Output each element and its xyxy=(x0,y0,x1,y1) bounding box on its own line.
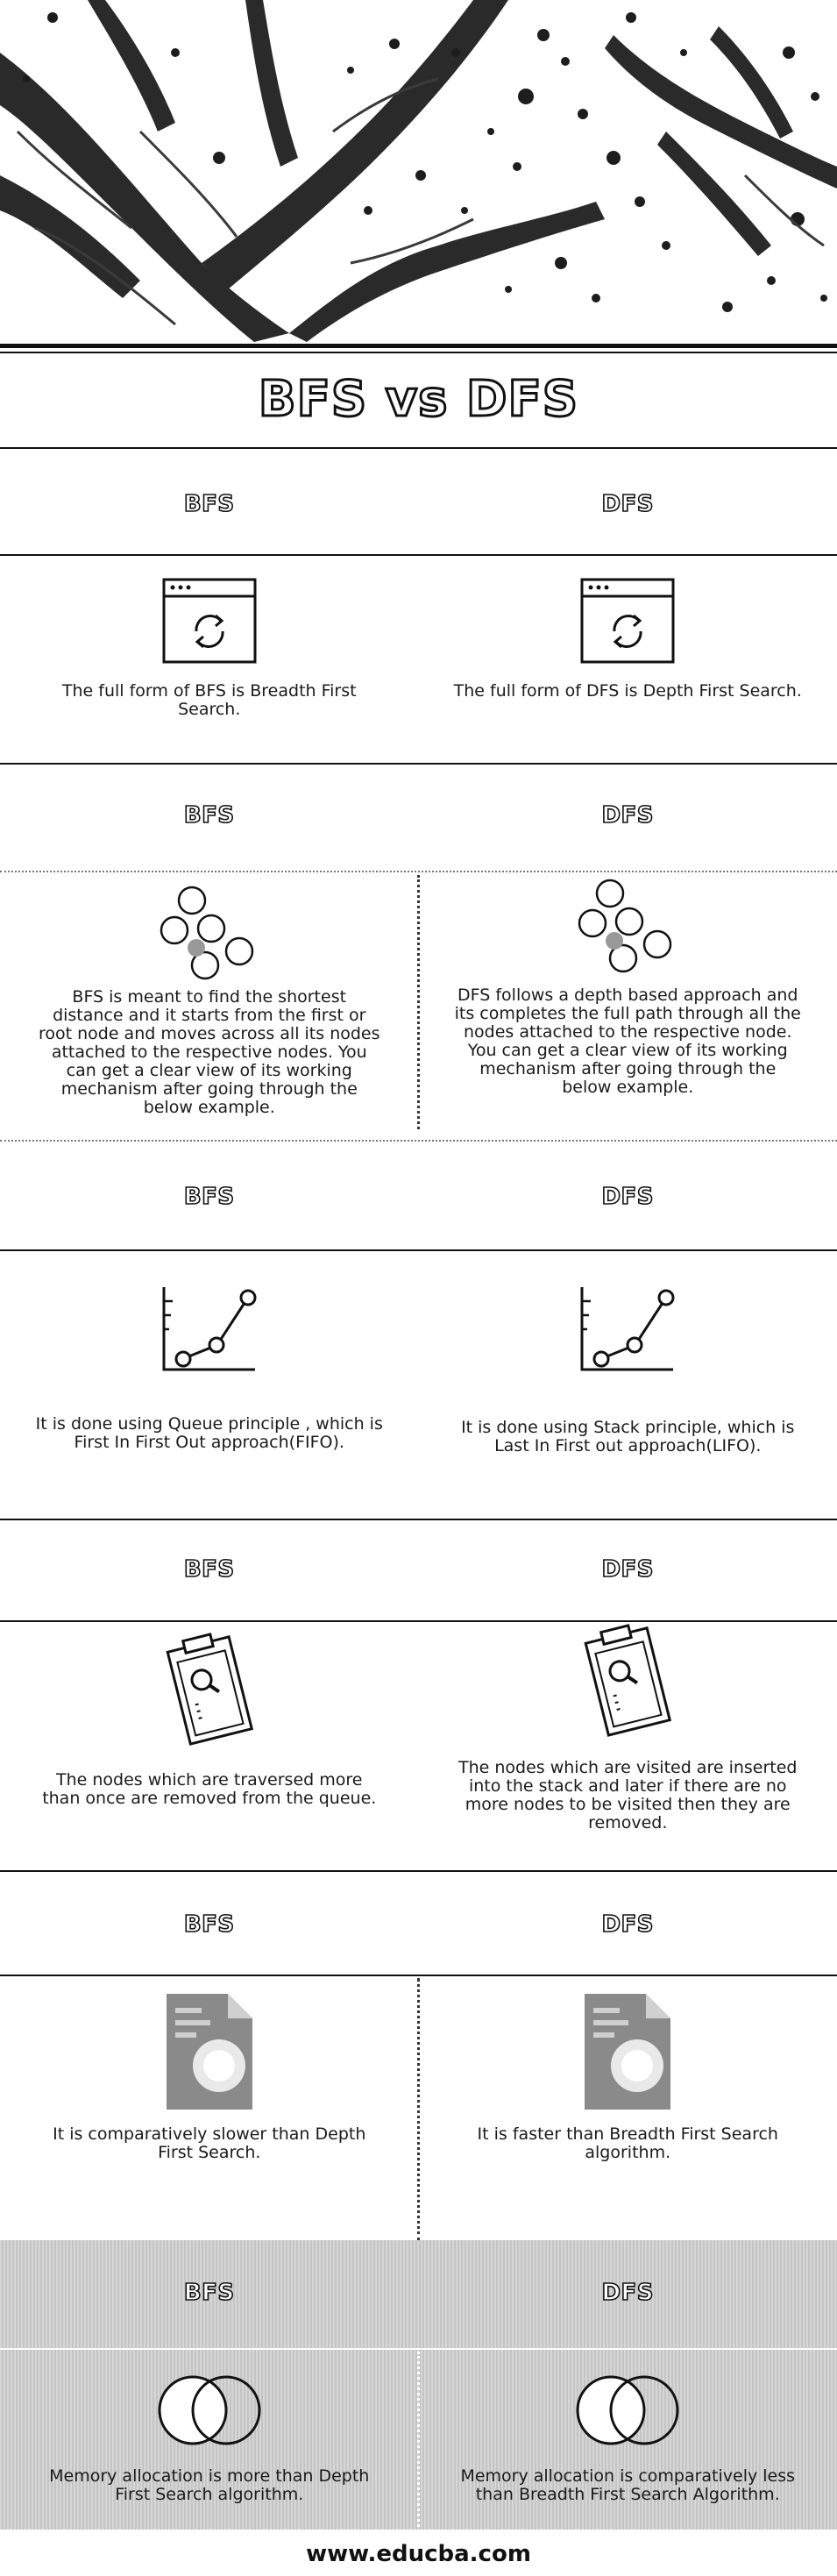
top-divider-thin xyxy=(0,352,837,353)
bfs-label: BFS xyxy=(183,2279,235,2307)
bfs-description: The nodes which are traversed more than … xyxy=(42,1770,377,1808)
dfs-label: DFS xyxy=(601,2279,655,2307)
top-divider xyxy=(0,344,837,348)
bfs-description: The full form of BFS is Breadth First Se… xyxy=(61,681,357,719)
dfs-description: Memory allocation is comparatively less … xyxy=(460,2466,796,2504)
dfs-label: DFS xyxy=(601,801,655,829)
section-2-labels: BFS DFS xyxy=(0,780,837,850)
section-5-labels: BFS DFS xyxy=(0,1889,837,1960)
document-icon xyxy=(585,1994,671,2110)
dfs-description: It is done using Stack principle, which … xyxy=(461,1418,795,1455)
section-5-divider xyxy=(0,1975,837,1976)
section-5-column-divider xyxy=(417,1978,420,2241)
section-3-divider xyxy=(0,1249,837,1251)
dfs-label: DFS xyxy=(601,490,655,518)
browser-refresh-icon xyxy=(162,578,257,664)
line-chart-icon xyxy=(580,1287,675,1371)
dfs-description: It is faster than Breadth First Search a… xyxy=(477,2124,778,2162)
footer-url[interactable]: www.educba.com xyxy=(306,2541,531,2567)
section-4-content: The nodes which are traversed more than … xyxy=(0,1624,837,1859)
venn-circles-icon xyxy=(576,2375,679,2445)
section-6-content: Memory allocation is more than Depth Fir… xyxy=(0,2360,837,2527)
section-3-labels: BFS DFS xyxy=(0,1162,837,1232)
bfs-label: BFS xyxy=(183,1911,235,1939)
section-4-labels: BFS DFS xyxy=(0,1534,837,1605)
section-2-end-dotted-divider xyxy=(0,1140,837,1142)
section-6-labels: BFS DFS xyxy=(0,2258,837,2328)
header-splash-artwork xyxy=(0,0,837,342)
bfs-label: BFS xyxy=(183,490,235,518)
section-2-column-divider xyxy=(417,875,420,1129)
bfs-label: BFS xyxy=(183,1555,235,1583)
section-1-end-divider xyxy=(0,763,837,765)
node-graph-icon xyxy=(578,879,672,973)
dfs-description: The full form of DFS is Depth First Sear… xyxy=(453,681,802,701)
section-1-labels: BFS DFS xyxy=(0,469,837,539)
title-divider xyxy=(0,447,837,449)
section-6-divider xyxy=(0,2348,837,2350)
node-graph-icon xyxy=(160,886,253,980)
section-4-end-divider xyxy=(0,1870,837,1872)
venn-circles-icon xyxy=(158,2375,261,2445)
section-3-content: It is done using Queue principle , which… xyxy=(0,1263,837,1491)
section-1-content: The full form of BFS is Breadth First Se… xyxy=(0,570,837,745)
dfs-description: DFS follows a depth based approach and i… xyxy=(454,986,801,1097)
dfs-label: DFS xyxy=(601,1911,655,1939)
bfs-description: It is comparatively slower than Depth Fi… xyxy=(53,2124,366,2162)
document-icon xyxy=(166,1994,252,2110)
bfs-description: Memory allocation is more than Depth Fir… xyxy=(49,2466,370,2504)
bfs-description: It is done using Queue principle , which… xyxy=(35,1414,383,1452)
bfs-label: BFS xyxy=(183,1183,235,1211)
clipboard-search-icon xyxy=(166,1633,253,1746)
line-chart-icon xyxy=(162,1287,257,1371)
page-title-text: BFS vs DFS xyxy=(257,369,579,429)
section-6-column-divider xyxy=(417,2352,420,2527)
section-2-dotted-divider xyxy=(0,871,837,872)
dfs-label: DFS xyxy=(601,1183,655,1211)
page-title: BFS vs DFS xyxy=(0,359,837,438)
browser-refresh-icon xyxy=(580,578,675,664)
section-3-end-divider xyxy=(0,1519,837,1520)
bfs-description: BFS is meant to find the shortest distan… xyxy=(38,987,380,1117)
section-4-divider xyxy=(0,1620,837,1622)
dfs-description: The nodes which are visited are inserted… xyxy=(458,1758,798,1832)
section-1-divider xyxy=(0,554,837,556)
clipboard-search-icon xyxy=(584,1624,672,1737)
section-2-content: BFS is meant to find the shortest distan… xyxy=(0,879,837,1127)
dfs-label: DFS xyxy=(601,1555,655,1583)
bfs-label: BFS xyxy=(183,801,235,829)
section-5-content: It is comparatively slower than Depth Fi… xyxy=(0,1990,837,2227)
